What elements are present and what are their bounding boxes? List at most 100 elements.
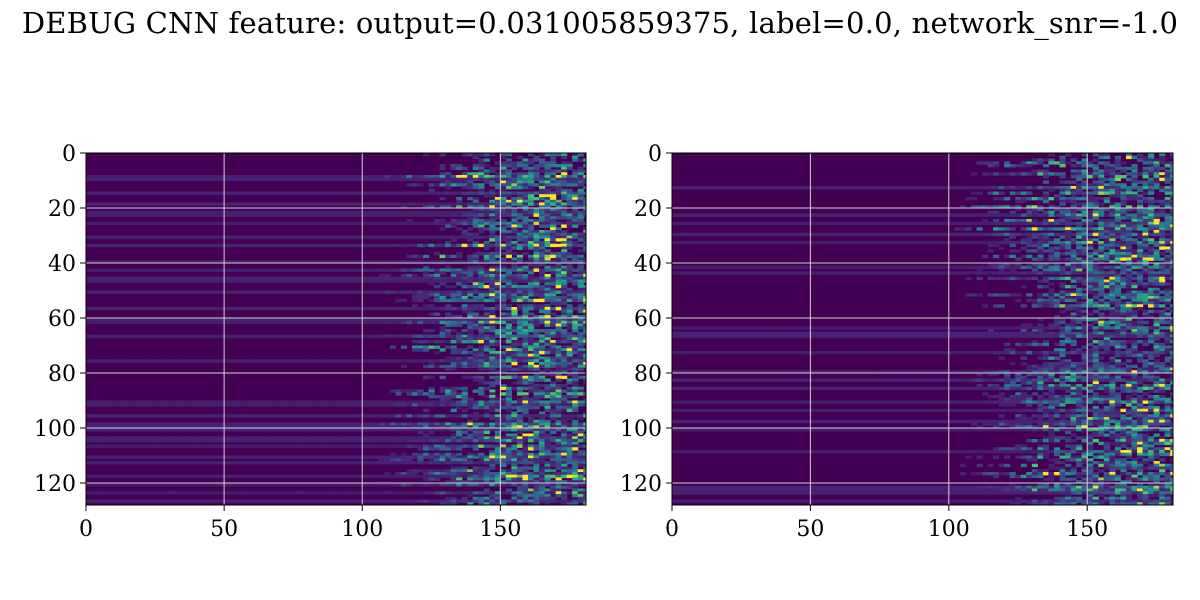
heatmap-cell	[516, 161, 524, 165]
heatmap-cell	[483, 254, 490, 259]
heatmap-cell	[400, 458, 408, 462]
heatmap-cell	[533, 169, 540, 173]
heatmap-cell	[555, 315, 562, 319]
heatmap-cell	[577, 348, 584, 352]
heatmap-cell	[312, 213, 319, 217]
heatmap-cell	[406, 474, 413, 479]
heatmap-cell	[417, 293, 424, 297]
heatmap-cell	[527, 282, 535, 286]
heatmap-cell	[566, 362, 573, 366]
heatmap-cell	[295, 474, 303, 479]
heatmap-cell	[577, 433, 584, 437]
heatmap-cell	[218, 414, 225, 418]
heatmap-cell	[268, 268, 275, 272]
heatmap-cell	[489, 351, 496, 355]
heatmap-cell	[461, 422, 468, 426]
heatmap-cell	[373, 455, 380, 459]
heatmap-cell	[500, 208, 507, 212]
heatmap-cell	[146, 175, 153, 179]
heatmap-cell	[527, 375, 535, 380]
heatmap-cell	[246, 175, 253, 179]
heatmap-cell	[500, 356, 507, 360]
heatmap-cell	[1142, 169, 1149, 173]
heatmap-cell	[378, 320, 385, 325]
heatmap-cell	[478, 268, 485, 272]
heatmap-cell	[152, 235, 159, 239]
heatmap-cell	[229, 359, 236, 363]
heatmap-cell	[202, 279, 209, 283]
heatmap-cell	[577, 364, 584, 369]
heatmap-cell	[577, 334, 584, 338]
heatmap-cell	[577, 304, 584, 308]
heatmap-cell	[555, 208, 562, 212]
heatmap-cell	[218, 403, 225, 407]
heatmap-cell	[1148, 164, 1155, 168]
heatmap-cell	[583, 342, 586, 347]
heatmap-cell	[395, 235, 402, 239]
heatmap-cell	[982, 172, 989, 176]
heatmap-cell	[323, 359, 330, 363]
heatmap-cell	[500, 362, 507, 366]
heatmap-cell	[511, 274, 518, 278]
heatmap-cell	[378, 334, 385, 338]
heatmap-cell	[566, 304, 573, 308]
heatmap-cell	[196, 444, 203, 448]
heatmap-cell	[550, 287, 557, 292]
heatmap-cell	[262, 425, 269, 429]
heatmap-cell	[367, 177, 374, 182]
heatmap-cell	[351, 210, 358, 215]
heatmap-cell	[494, 472, 501, 476]
heatmap-cell	[483, 235, 490, 239]
heatmap-cell	[522, 287, 529, 292]
heatmap-cell	[439, 202, 446, 206]
heatmap-cell	[489, 450, 496, 454]
heatmap-cell	[86, 436, 93, 440]
heatmap-cell	[340, 436, 347, 440]
heatmap-cell	[340, 461, 347, 465]
heatmap-cell	[262, 455, 269, 459]
heatmap-cell	[445, 202, 452, 206]
heatmap-cell	[494, 221, 501, 226]
heatmap-cell	[246, 491, 253, 495]
heatmap-cell	[406, 392, 413, 396]
heatmap-cell	[224, 414, 231, 418]
heatmap-cell	[306, 359, 314, 363]
heatmap-cell	[146, 318, 153, 322]
heatmap-cell	[1098, 169, 1105, 173]
heatmap-cell	[86, 243, 93, 248]
heatmap-cell	[356, 307, 363, 311]
heatmap-cell	[423, 461, 430, 465]
heatmap-cell	[467, 172, 474, 176]
heatmap-cell	[505, 428, 513, 432]
heatmap-cell	[163, 320, 170, 325]
heatmap-cell	[583, 466, 586, 470]
heatmap-cell	[467, 254, 474, 259]
heatmap-cell	[224, 260, 231, 264]
heatmap-cell	[229, 403, 236, 407]
heatmap-cell	[550, 199, 557, 204]
heatmap-cell	[163, 359, 170, 363]
heatmap-cell	[478, 502, 485, 505]
heatmap-cell	[185, 483, 192, 487]
heatmap-cell	[356, 320, 363, 325]
heatmap-cell	[500, 370, 507, 374]
heatmap-cell	[555, 494, 562, 498]
heatmap-cell	[561, 318, 568, 322]
heatmap-cell	[533, 395, 540, 399]
heatmap-cell	[522, 447, 529, 451]
heatmap-cell	[428, 461, 435, 465]
heatmap-cell	[428, 282, 435, 286]
heatmap-cell	[108, 403, 115, 407]
heatmap-cell	[97, 334, 104, 338]
heatmap-cell	[577, 169, 584, 173]
heatmap-cell	[434, 183, 441, 187]
heatmap-cell	[157, 235, 164, 239]
heatmap-cell	[539, 469, 546, 473]
heatmap-cell	[152, 461, 159, 465]
heatmap-cell	[224, 276, 231, 281]
heatmap-cell	[577, 351, 584, 355]
heatmap-cell	[439, 444, 446, 448]
heatmap-cell	[179, 461, 187, 465]
heatmap-cell	[213, 444, 220, 448]
heatmap-cell	[572, 373, 579, 377]
